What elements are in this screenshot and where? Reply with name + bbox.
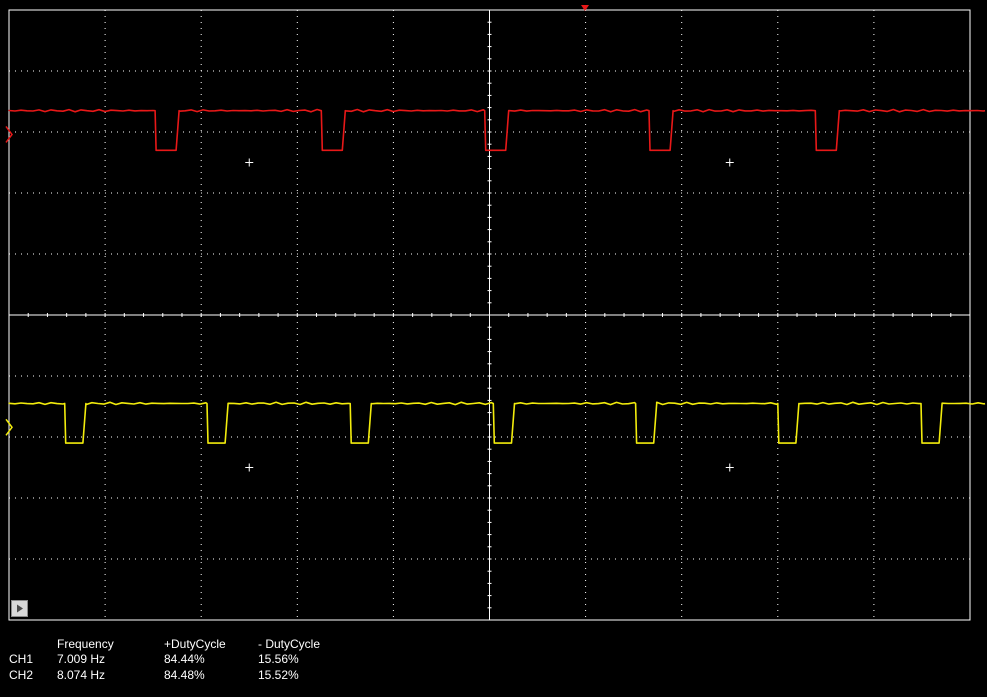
trigger-position-marker[interactable] [581,5,589,11]
trace-ch2 [8,401,986,444]
channel-marker-ch2[interactable] [5,418,13,436]
channel-marker-ch1[interactable] [5,126,13,143]
row-channel-label: CH2 [9,668,34,682]
measurement-table: Frequency +DutyCycle - DutyCycle CH1 7.0… [0,632,987,697]
header-frequency: Frequency [57,637,114,651]
trace-ch1 [8,108,986,152]
run-state-indicator[interactable] [11,600,28,617]
graticule [8,9,971,621]
row-pos-duty-value: 84.44% [164,652,205,666]
header-neg-duty: - DutyCycle [258,637,321,651]
row-channel-label: CH1 [9,652,34,666]
row-frequency-value: 8.074 Hz [57,668,106,682]
marker-layer [5,5,589,436]
row-pos-duty-value: 84.48% [164,668,205,682]
row-neg-duty-value: 15.52% [258,668,299,682]
waveform-display[interactable] [0,0,987,625]
trace-layer [8,108,986,444]
row-frequency-value: 7.009 Hz [57,652,106,666]
play-icon [17,604,23,613]
row-neg-duty-value: 15.56% [258,652,299,666]
header-pos-duty: +DutyCycle [164,637,226,651]
